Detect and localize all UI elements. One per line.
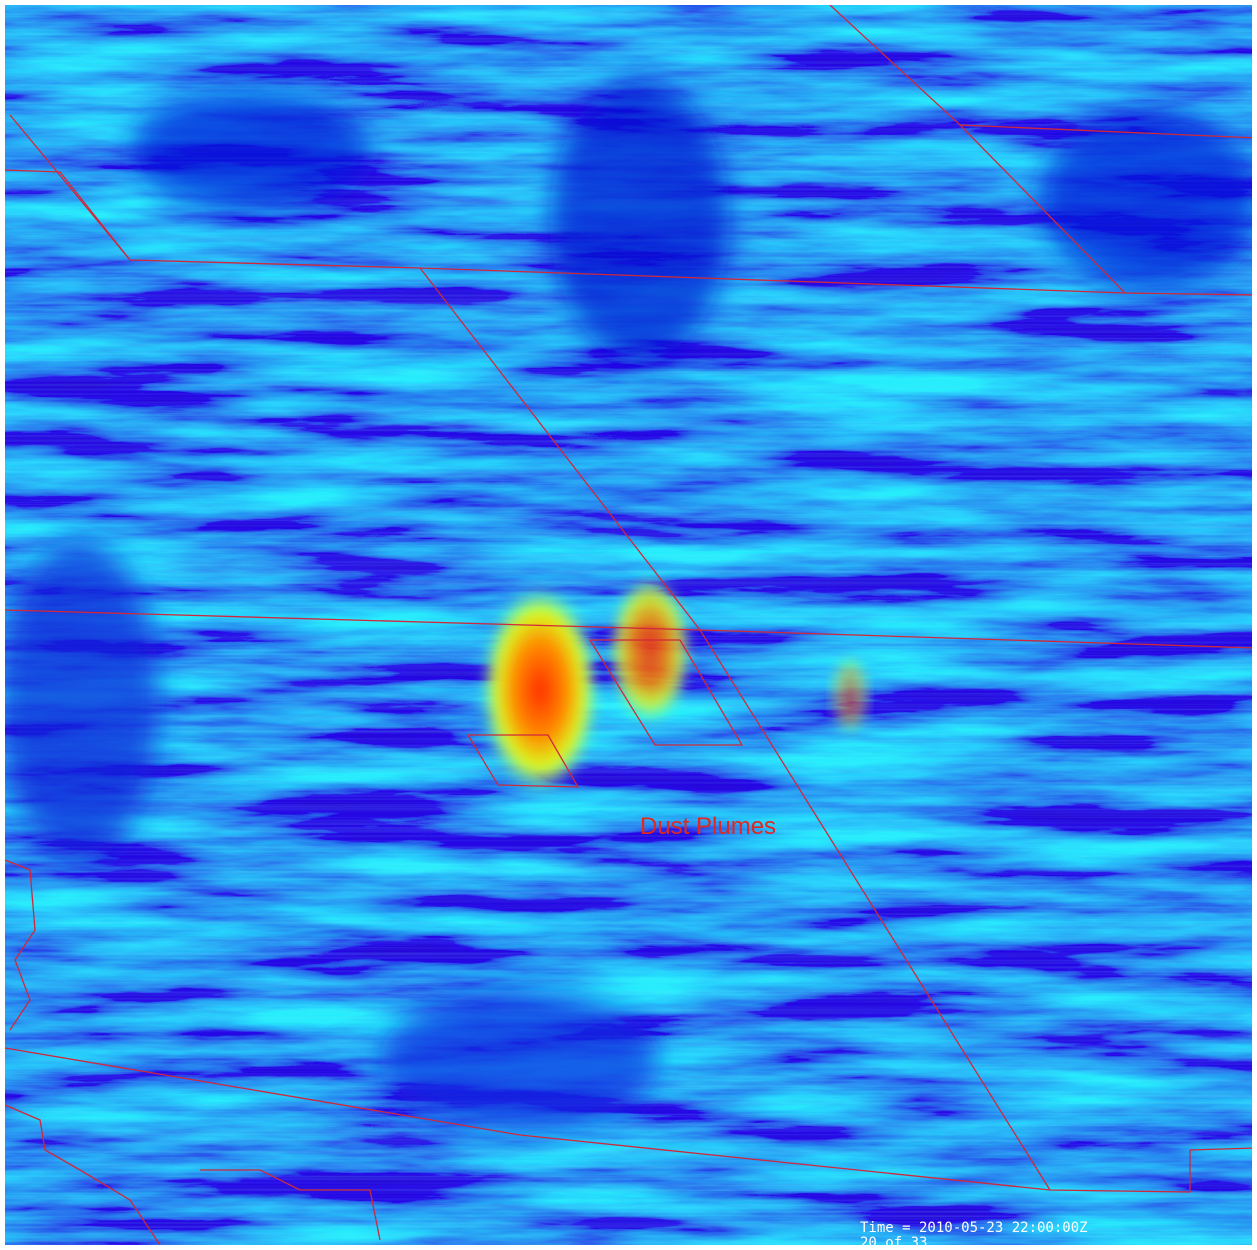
dust-plumes (480, 575, 870, 795)
frame-counter: 20 of 33 (860, 1235, 927, 1250)
timestamp: Time = 2010-05-23 22:00:00Z (860, 1220, 1088, 1236)
annotation: Dust Plumes (640, 813, 776, 840)
imagery (5, 5, 1252, 1245)
boundaries (5, 5, 1252, 1245)
